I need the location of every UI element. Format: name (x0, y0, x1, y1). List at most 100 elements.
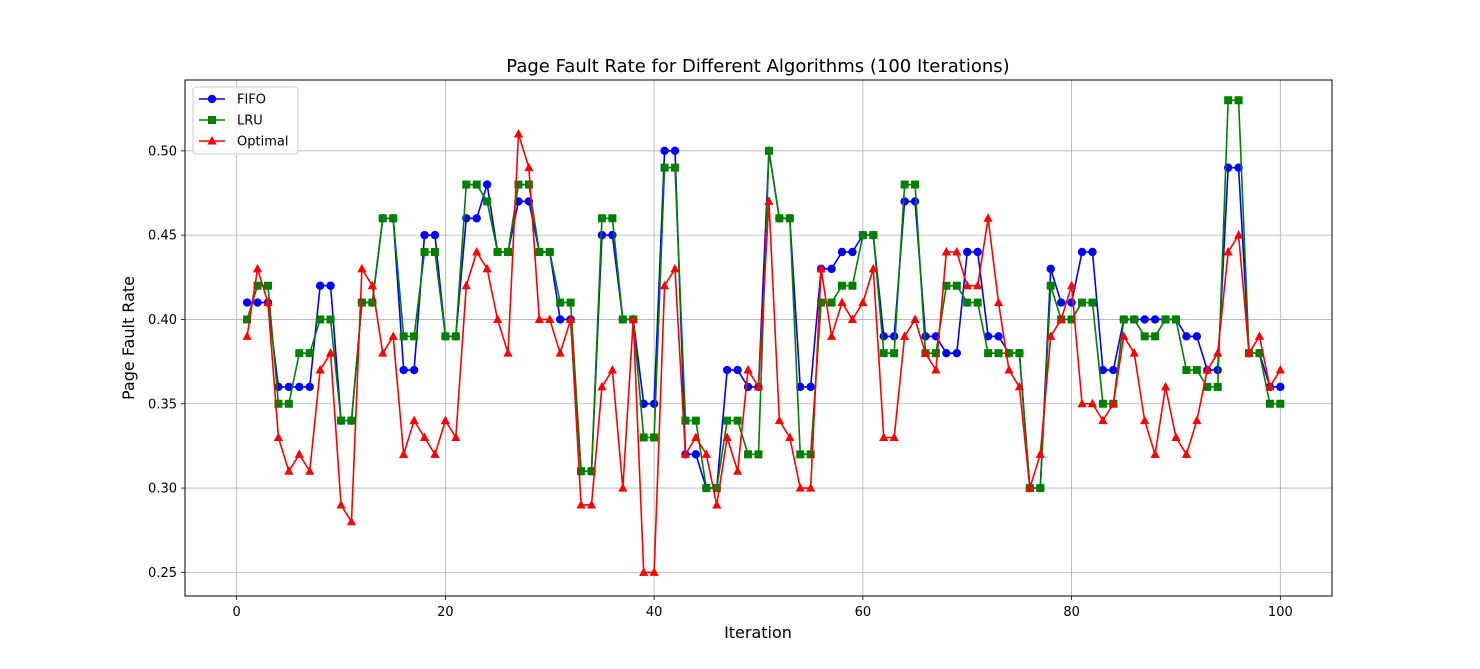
data-point (399, 332, 408, 341)
y-tick-label: 0.30 (148, 482, 177, 497)
data-point (743, 365, 753, 374)
data-point (1067, 280, 1077, 290)
data-point (347, 416, 356, 425)
data-point (367, 280, 377, 290)
data-point (556, 315, 565, 324)
data-point (1067, 315, 1076, 324)
x-tick-label: 60 (855, 605, 872, 620)
data-point (295, 349, 304, 358)
data-point (1213, 348, 1223, 357)
data-point (1276, 382, 1285, 392)
data-point (722, 365, 732, 375)
data-point (483, 197, 492, 206)
data-point (378, 348, 388, 357)
data-point (660, 146, 669, 156)
x-axis-label: Iteration (724, 623, 792, 642)
data-point (973, 280, 983, 290)
data-point (586, 499, 597, 509)
data-point (1161, 315, 1170, 324)
data-point (1098, 365, 1108, 375)
data-point (816, 263, 826, 273)
data-point (994, 332, 1003, 341)
data-point (775, 214, 784, 223)
legend-item: LRU (199, 114, 263, 129)
chart-title: Page Fault Rate for Different Algorithms… (506, 56, 1009, 77)
data-point (931, 349, 940, 358)
data-point (962, 280, 972, 290)
data-point (1276, 399, 1285, 408)
data-point (1182, 366, 1191, 375)
data-point (1056, 314, 1066, 323)
data-point (659, 280, 670, 290)
data-point (545, 314, 555, 323)
data-point (889, 332, 899, 341)
data-point (1004, 349, 1013, 358)
data-point (879, 349, 888, 358)
data-point (712, 484, 721, 493)
data-point (545, 248, 554, 256)
data-point (649, 399, 659, 408)
data-point (451, 432, 461, 441)
data-point (492, 314, 503, 323)
data-point (702, 484, 711, 493)
series-line (247, 150, 1281, 489)
data-point (252, 263, 263, 273)
data-point (472, 214, 481, 223)
data-point (534, 314, 544, 323)
data-point (243, 315, 252, 324)
data-point (942, 281, 951, 290)
data-point (931, 365, 941, 374)
data-point (900, 197, 909, 206)
data-point (410, 332, 419, 341)
data-point (973, 298, 982, 307)
data-point (1192, 332, 1202, 341)
data-point (1182, 332, 1191, 341)
series-layer (242, 96, 1285, 576)
data-point (253, 281, 262, 290)
data-point (785, 432, 795, 441)
data-point (482, 180, 492, 189)
data-point (1046, 281, 1055, 290)
data-point (1046, 264, 1055, 274)
legend-box (192, 86, 299, 155)
data-point (900, 331, 910, 340)
data-point (754, 450, 763, 459)
data-point (806, 483, 816, 492)
data-point (555, 348, 565, 357)
x-tick-label: 80 (1063, 605, 1080, 620)
data-point (1077, 247, 1087, 257)
data-point (847, 314, 858, 323)
data-point (858, 297, 868, 307)
data-point (1025, 483, 1035, 492)
data-point (315, 281, 325, 290)
data-point (1181, 449, 1192, 458)
data-point (378, 214, 387, 223)
data-point (504, 248, 513, 256)
x-tick-label: 100 (1268, 605, 1293, 620)
data-point (608, 230, 617, 240)
data-point (890, 349, 899, 358)
data-point (357, 263, 367, 273)
data-point (868, 263, 878, 273)
data-point (305, 382, 314, 392)
data-point (263, 281, 272, 290)
data-point (315, 365, 325, 374)
data-point (535, 248, 544, 256)
legend-label: Optimal (237, 135, 288, 150)
data-point (242, 331, 252, 340)
data-point (796, 450, 805, 459)
data-point (1088, 298, 1097, 307)
data-point (305, 349, 314, 358)
data-point (858, 231, 867, 240)
data-point (524, 162, 534, 172)
data-point (1014, 381, 1025, 391)
data-point (618, 315, 627, 324)
data-point (1275, 365, 1285, 374)
data-point (837, 247, 847, 257)
data-point (388, 331, 398, 340)
data-point (399, 449, 409, 458)
data-point (461, 280, 471, 290)
data-point (1203, 382, 1212, 391)
data-point (733, 365, 742, 375)
data-point (733, 416, 742, 425)
